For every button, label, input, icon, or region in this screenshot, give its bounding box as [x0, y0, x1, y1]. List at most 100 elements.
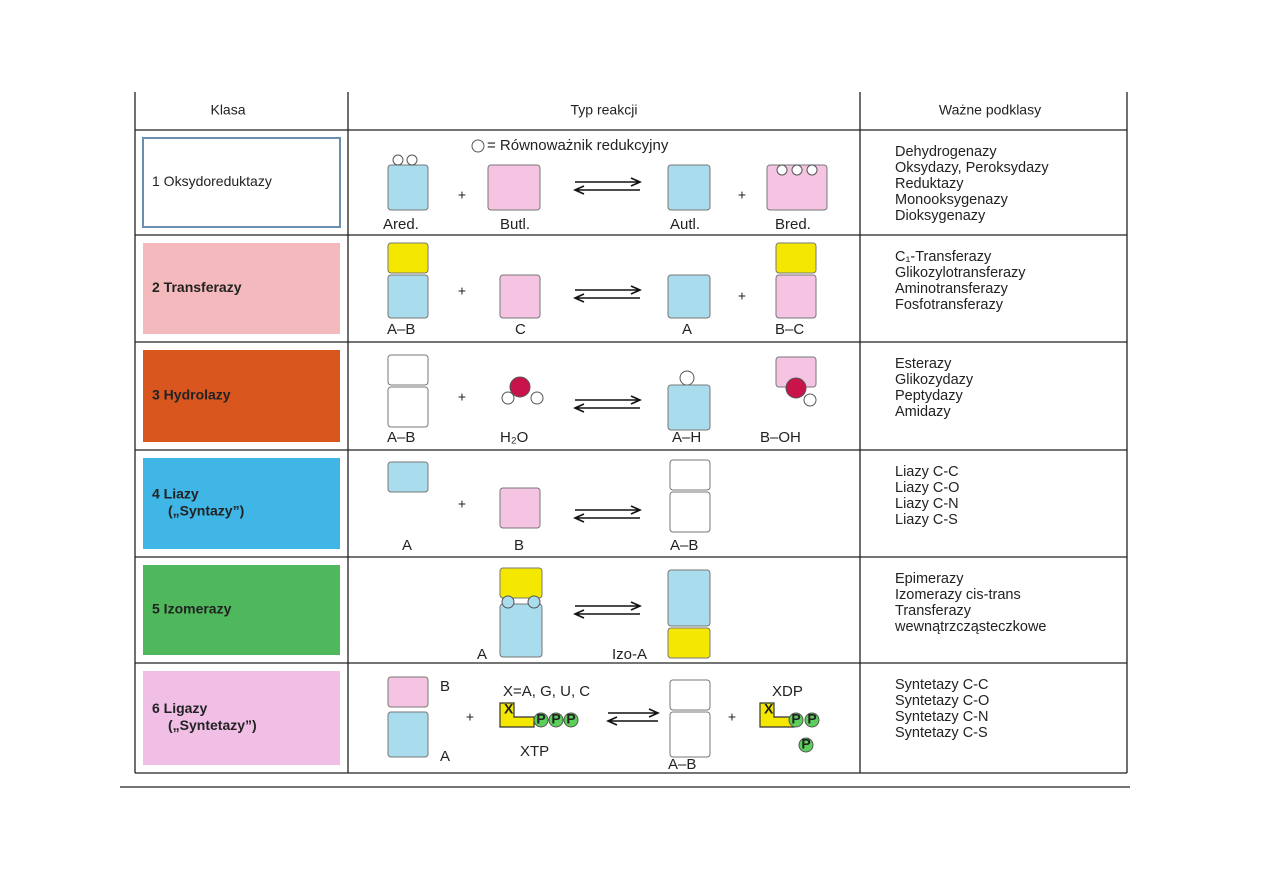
molecule-block — [669, 459, 711, 491]
molecule-block — [487, 164, 541, 211]
reaction-label: A — [682, 321, 692, 338]
phosphate — [533, 712, 549, 728]
reaction-label: B — [440, 678, 450, 695]
phosphate-symbol: P — [807, 711, 816, 727]
legend-note: = Równoważnik redukcyjny — [487, 137, 669, 154]
class-name: („Syntetazy”) — [168, 717, 257, 733]
subclass: Syntetazy C-C — [895, 677, 988, 693]
subclass: Fosfotransferazy — [895, 297, 1004, 313]
column-header: Typ reakcji — [571, 102, 638, 118]
class-box — [143, 671, 340, 765]
reaction-label: A — [477, 646, 487, 663]
subclass: Liazy C-N — [895, 496, 959, 512]
reaction-label: A — [440, 748, 450, 765]
reaction-label: H₂O — [500, 429, 528, 446]
phosphate — [804, 712, 820, 728]
molecule-block — [669, 491, 711, 533]
equilibrium-arrow — [573, 293, 640, 303]
molecule-block — [775, 274, 817, 319]
atom — [803, 393, 817, 407]
molecule-block — [667, 384, 711, 431]
equilibrium-arrow — [573, 513, 640, 523]
reaction-label: Izo-A — [612, 646, 647, 663]
subclass: Syntetazy C-N — [895, 709, 988, 725]
reaction-label: XTP — [520, 743, 549, 760]
atom — [791, 164, 803, 176]
equilibrium-arrow — [573, 403, 640, 413]
subclass: Syntetazy C-S — [895, 725, 988, 741]
reaction-label: A–H — [672, 429, 701, 446]
subclass: Syntetazy C-O — [895, 693, 989, 709]
subclass: Glikozydazy — [895, 372, 974, 388]
plus-sign: + — [738, 187, 746, 203]
base-symbol: X — [764, 701, 774, 717]
molecule-block — [387, 242, 429, 274]
plus-sign: + — [458, 496, 466, 512]
reaction-label: A — [402, 537, 412, 554]
equilibrium-arrow — [575, 601, 642, 611]
molecule-block — [667, 274, 711, 319]
reaction-label: B–C — [775, 321, 804, 338]
subclass: Aminotransferazy — [895, 281, 1009, 297]
molecule-block — [387, 164, 429, 211]
subclass: Liazy C-O — [895, 480, 959, 496]
molecule-block — [667, 627, 711, 659]
class-box — [143, 458, 340, 549]
subclass: Reduktazy — [895, 176, 964, 192]
subclass: Esterazy — [895, 356, 952, 372]
subclass: Glikozylotransferazy — [895, 265, 1026, 281]
atom — [501, 595, 515, 609]
class-name: 6 Ligazy — [152, 700, 207, 716]
reaction-label: B–OH — [760, 429, 801, 446]
atom — [679, 370, 695, 386]
atom — [806, 164, 818, 176]
molecule-block — [387, 386, 429, 428]
oxygen-atom — [785, 377, 807, 399]
class-box — [143, 565, 340, 655]
molecule-block — [499, 487, 541, 529]
equilibrium-arrow — [573, 185, 640, 195]
molecule-block — [499, 274, 541, 319]
subclass: Liazy C-C — [895, 464, 959, 480]
class-name: 1 Oksydoreduktazy — [152, 173, 272, 189]
molecule-block — [667, 164, 711, 211]
molecule-block — [387, 461, 429, 493]
phosphate — [563, 712, 579, 728]
class-name: 5 Izomerazy — [152, 601, 232, 617]
phosphate — [548, 712, 564, 728]
reaction-label: A–B — [387, 321, 415, 338]
molecule-block — [669, 679, 711, 711]
reaction-label: Ared. — [383, 216, 419, 233]
atom — [501, 391, 515, 405]
plus-sign: + — [728, 709, 736, 725]
class-name: („Syntazy”) — [168, 503, 244, 519]
phosphate-symbol: P — [801, 736, 810, 752]
phosphate-symbol: P — [566, 711, 575, 727]
class-box — [143, 243, 340, 334]
subclass: Izomerazy cis-trans — [895, 587, 1021, 603]
subclass: Epimerazy — [895, 571, 964, 587]
equilibrium-arrow — [575, 505, 642, 515]
class-name: 4 Liazy — [152, 486, 199, 502]
plus-sign: + — [458, 389, 466, 405]
column-header: Klasa — [210, 102, 245, 118]
reaction-label: A–B — [387, 429, 415, 446]
atom — [776, 164, 788, 176]
atom — [392, 154, 404, 166]
subclass: C₁-Transferazy — [895, 249, 992, 265]
subclass: Monooksygenazy — [895, 192, 1009, 208]
molecule-block — [387, 354, 429, 386]
reaction-label: XDP — [772, 683, 803, 700]
legend-symbol — [471, 139, 485, 153]
reaction-note: X=A, G, U, C — [503, 683, 590, 700]
reaction-label: A–B — [668, 756, 696, 773]
plus-sign: + — [458, 187, 466, 203]
atom — [406, 154, 418, 166]
subclass: Dehydrogenazy — [895, 144, 997, 160]
equilibrium-arrow — [575, 285, 642, 295]
phosphate — [798, 737, 814, 753]
class-name: 2 Transferazy — [152, 279, 242, 295]
equilibrium-arrow — [573, 609, 640, 619]
